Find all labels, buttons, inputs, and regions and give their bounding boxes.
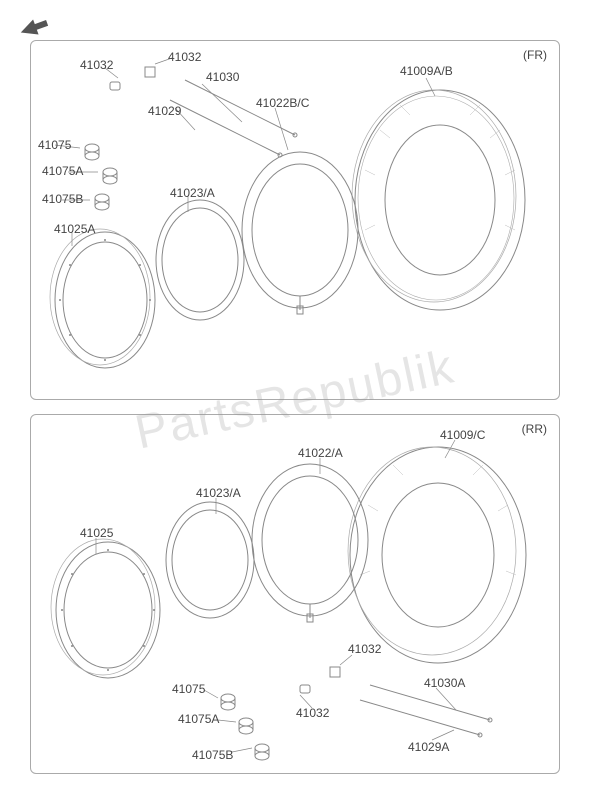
label-front-tube: 41022B/C bbox=[256, 96, 309, 110]
label-rear-nipple-a: 41032 bbox=[348, 642, 381, 656]
parts-diagram bbox=[0, 0, 589, 799]
label-front-weight2: 41075A bbox=[42, 164, 83, 178]
label-rear-weight2: 41075A bbox=[178, 712, 219, 726]
label-front-weight1: 41075 bbox=[38, 138, 71, 152]
label-rear-weight3: 41075B bbox=[192, 748, 233, 762]
label-front-spoke-outer: 41030 bbox=[206, 70, 239, 84]
label-rear-spoke-inner: 41029A bbox=[408, 740, 449, 754]
label-rear-band: 41023/A bbox=[196, 486, 241, 500]
label-rear-tire: 41009/C bbox=[440, 428, 485, 442]
label-rear-nipple-b: 41032 bbox=[296, 706, 329, 720]
label-rear-tube: 41022/A bbox=[298, 446, 343, 460]
label-front-spoke-inner: 41029 bbox=[148, 104, 181, 118]
label-front-nipple-a: 41032 bbox=[168, 50, 201, 64]
label-rear-spoke-outer: 41030A bbox=[424, 676, 465, 690]
label-front-nipple-b: 41032 bbox=[80, 58, 113, 72]
label-rear-weight1: 41075 bbox=[172, 682, 205, 696]
label-front-rim: 41025A bbox=[54, 222, 95, 236]
label-front-weight3: 41075B bbox=[42, 192, 83, 206]
label-front-tire: 41009A/B bbox=[400, 64, 453, 78]
label-rear-rim: 41025 bbox=[80, 526, 113, 540]
label-front-band: 41023/A bbox=[170, 186, 215, 200]
